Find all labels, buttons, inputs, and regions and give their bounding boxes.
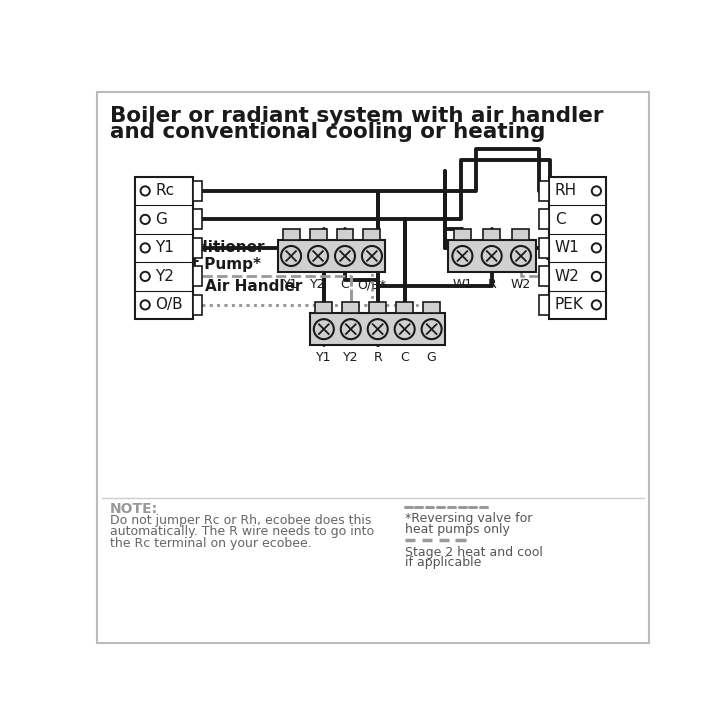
- Text: Y2: Y2: [155, 269, 174, 284]
- Text: Air Handler: Air Handler: [205, 280, 303, 295]
- Text: NOTE:: NOTE:: [110, 502, 158, 515]
- Text: W2: W2: [555, 269, 579, 284]
- Bar: [448, 240, 536, 272]
- Text: Rc: Rc: [155, 183, 174, 199]
- Text: Boiler: Boiler: [545, 248, 595, 264]
- Bar: [369, 302, 386, 313]
- Bar: [539, 295, 549, 315]
- Text: G: G: [155, 212, 167, 227]
- Text: Y1: Y1: [316, 352, 331, 365]
- Text: Y2: Y2: [343, 352, 358, 365]
- Bar: [193, 238, 202, 258]
- Text: heat pumps only: heat pumps only: [405, 523, 510, 537]
- Text: W1: W1: [555, 240, 579, 256]
- Text: Y2: Y2: [310, 278, 326, 291]
- Bar: [483, 229, 500, 240]
- Bar: [539, 238, 549, 258]
- Text: RH: RH: [555, 183, 577, 199]
- Text: W2: W2: [511, 278, 531, 291]
- Text: and conventional cooling or heating: and conventional cooling or heating: [110, 122, 545, 142]
- Bar: [539, 210, 549, 229]
- Bar: [539, 181, 549, 201]
- Text: PEK: PEK: [555, 297, 584, 312]
- Text: R: R: [487, 278, 496, 291]
- Bar: [363, 229, 381, 240]
- Bar: [135, 177, 193, 319]
- Bar: [193, 210, 202, 229]
- Text: Do not jumper Rc or Rh, ecobee does this: Do not jumper Rc or Rh, ecobee does this: [110, 514, 371, 527]
- Text: Boiler or radiant system with air handler: Boiler or radiant system with air handle…: [110, 106, 604, 126]
- Bar: [336, 229, 354, 240]
- Text: the Rc terminal on your ecobee.: the Rc terminal on your ecobee.: [110, 537, 312, 550]
- Text: O/B*: O/B*: [357, 278, 387, 291]
- Text: Air Conditioner
or Heat Pump*: Air Conditioner or Heat Pump*: [135, 240, 265, 272]
- Bar: [513, 229, 529, 240]
- Bar: [539, 266, 549, 286]
- Bar: [309, 229, 327, 240]
- Text: Stage 2 heat and cool: Stage 2 heat and cool: [405, 545, 542, 558]
- Bar: [193, 295, 202, 315]
- Bar: [193, 266, 202, 286]
- Bar: [454, 229, 471, 240]
- Bar: [282, 229, 299, 240]
- Text: Y1: Y1: [155, 240, 174, 256]
- Text: C: C: [400, 352, 409, 365]
- Text: if applicable: if applicable: [405, 556, 481, 569]
- Bar: [310, 313, 445, 345]
- Bar: [342, 302, 359, 313]
- Bar: [315, 302, 332, 313]
- Bar: [277, 240, 385, 272]
- Text: Y1: Y1: [283, 278, 299, 291]
- Text: W1: W1: [452, 278, 472, 291]
- Text: O/B: O/B: [155, 297, 183, 312]
- Bar: [396, 302, 414, 313]
- Text: *Reversing valve for: *Reversing valve for: [405, 513, 532, 526]
- Text: G: G: [427, 352, 437, 365]
- Text: C: C: [555, 212, 566, 227]
- Bar: [423, 302, 440, 313]
- Text: C: C: [341, 278, 349, 291]
- Text: automatically. The R wire needs to go into: automatically. The R wire needs to go in…: [110, 526, 374, 539]
- Bar: [193, 181, 202, 201]
- Text: R: R: [373, 352, 382, 365]
- Bar: [549, 177, 606, 319]
